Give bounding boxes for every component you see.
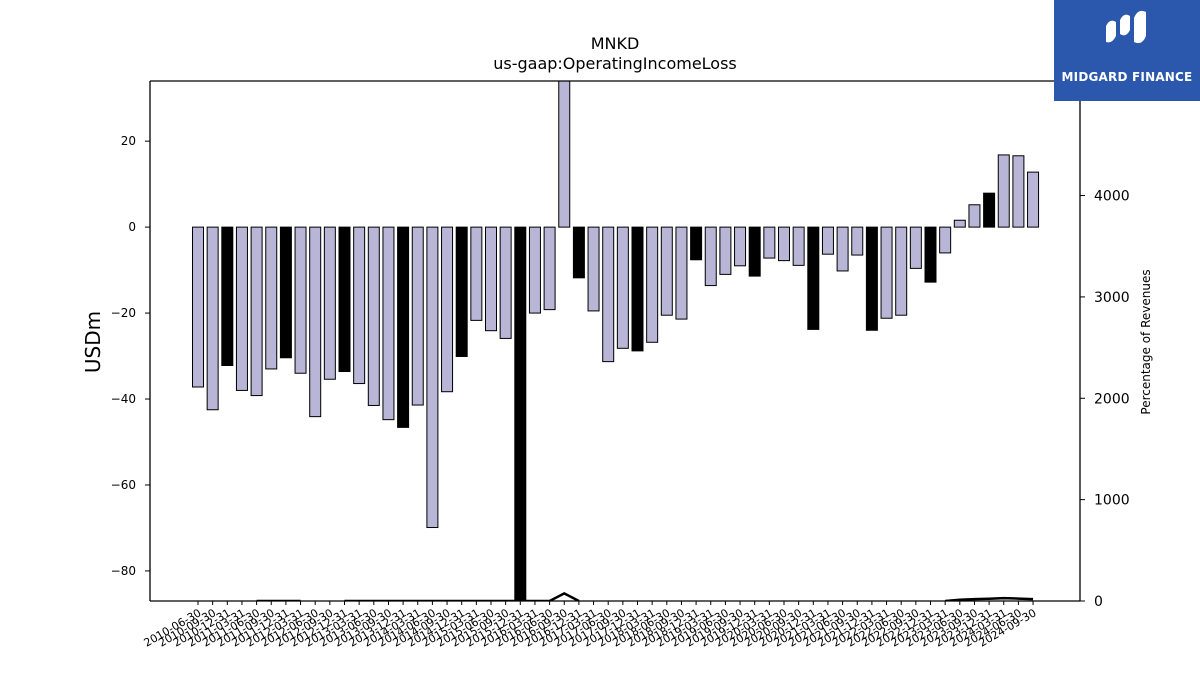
bar [734, 226, 747, 267]
bar [221, 226, 234, 366]
bar [763, 226, 776, 259]
bar [338, 226, 351, 373]
bar [382, 226, 395, 421]
bar [470, 226, 483, 321]
bar [880, 226, 893, 319]
bar [602, 226, 615, 363]
y-tick-label: 0 [128, 220, 136, 234]
y2-tick-label: 3000 [1094, 290, 1130, 306]
bar [514, 226, 527, 601]
bar [616, 226, 629, 349]
bar [572, 226, 585, 279]
bar [485, 226, 497, 332]
chart-subtitle: us-gaap:OperatingIncomeLoss [493, 54, 737, 73]
bar [192, 226, 204, 388]
bar [909, 226, 922, 269]
bar [558, 81, 571, 228]
logo-text: MIDGARD FINANCE [1061, 70, 1193, 84]
bar [1012, 155, 1025, 228]
bar [719, 226, 732, 275]
y2-tick-label: 4000 [1094, 189, 1130, 205]
bar [455, 226, 468, 357]
bar [353, 226, 366, 385]
axes-group [149, 80, 1081, 602]
bar [953, 219, 966, 228]
y2-axis-label: Percentage of Revenues [1139, 269, 1153, 414]
bar [631, 226, 644, 352]
y2-tick-label: 0 [1094, 594, 1103, 610]
bar [983, 192, 996, 228]
y2-tick-label: 1000 [1094, 493, 1130, 509]
bar [778, 226, 790, 262]
y-ticks: −80 −60 −40 −20 0 20 [111, 134, 150, 578]
bar [367, 226, 380, 406]
bar [426, 226, 439, 529]
bar [997, 154, 1010, 228]
bar [543, 226, 556, 311]
y-tick-label: −80 [111, 564, 136, 578]
bar [265, 226, 278, 370]
bar [1027, 171, 1040, 228]
bar [865, 226, 878, 331]
bar [397, 226, 410, 428]
bar [660, 226, 673, 316]
bar [821, 226, 834, 255]
bar [895, 226, 908, 316]
bar [704, 226, 717, 287]
y-tick-label: −20 [111, 306, 136, 320]
bar [968, 204, 981, 228]
bars-group [192, 81, 1040, 601]
bar [499, 226, 512, 339]
bar [748, 226, 761, 277]
line-series [945, 596, 1034, 601]
bar [792, 226, 805, 266]
x-ticks: 2010-06-302010-09-302010-12-312011-03-31… [142, 601, 1039, 650]
bar [323, 226, 336, 380]
bar [206, 226, 219, 411]
bar [528, 226, 541, 314]
y-tick-label: −40 [111, 392, 136, 406]
bar [939, 226, 952, 254]
bar [836, 226, 849, 272]
bar [807, 226, 820, 330]
bar [235, 226, 248, 391]
bar [675, 226, 688, 320]
y2-ticks: 0 1000 2000 3000 4000 [1080, 189, 1130, 610]
line-group [256, 591, 1034, 601]
bar [587, 226, 600, 312]
bar [441, 226, 454, 393]
brand-logo: MIDGARD FINANCE [1054, 0, 1200, 101]
y-tick-label: −60 [111, 478, 136, 492]
chart-title: MNKD [591, 34, 640, 53]
y2-tick-label: 2000 [1094, 391, 1130, 407]
bar [924, 226, 937, 283]
y-tick-label: 20 [121, 134, 136, 148]
bar [250, 226, 263, 397]
bar [279, 226, 292, 359]
line-series [344, 591, 580, 601]
bar [309, 226, 322, 418]
midgard-logo-icon [1106, 10, 1146, 44]
bar [411, 226, 424, 406]
bar [690, 226, 703, 261]
y-axis-label: USDm [81, 311, 105, 373]
bar [294, 226, 307, 374]
bar [851, 226, 864, 256]
bar [646, 226, 659, 343]
